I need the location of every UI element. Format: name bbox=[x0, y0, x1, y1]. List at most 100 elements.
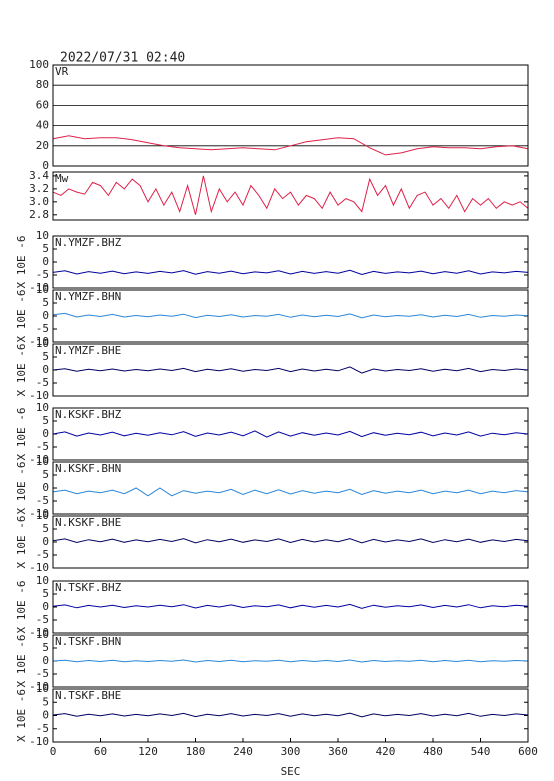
y-tick-label: 5 bbox=[42, 641, 49, 654]
panel-title: N.YMZF.BHN bbox=[55, 290, 121, 303]
y-tick-label: 100 bbox=[29, 58, 49, 71]
y-tick-label: -10 bbox=[29, 335, 49, 348]
x-tick-label: 420 bbox=[376, 745, 396, 758]
y-tick-label: -10 bbox=[29, 680, 49, 693]
data-line bbox=[52, 659, 529, 663]
x-tick-label: 360 bbox=[328, 745, 348, 758]
y-tick-label: -5 bbox=[36, 548, 49, 561]
y-tick-label: 10 bbox=[36, 682, 49, 695]
y-tick-label: 10 bbox=[36, 283, 49, 296]
x-tick-label: 180 bbox=[186, 745, 206, 758]
panel-title: VR bbox=[55, 65, 69, 78]
x-tick-label: 300 bbox=[281, 745, 301, 758]
y-tick-label: 10 bbox=[36, 574, 49, 587]
y-tick-label: 20 bbox=[36, 139, 49, 152]
y-tick-label: 10 bbox=[36, 229, 49, 242]
y-axis-label: X 10E -6 bbox=[15, 689, 28, 742]
panel-frame bbox=[52, 580, 529, 634]
page-title: 2022/07/31 02:40 bbox=[60, 51, 185, 66]
panel-frame bbox=[52, 407, 529, 461]
y-axis-label: X 10E -6 bbox=[15, 581, 28, 634]
y-tick-label: -5 bbox=[36, 440, 49, 453]
y-axis-label: X 10E -6 bbox=[15, 236, 28, 289]
data-line bbox=[52, 135, 529, 156]
panel-title: N.TSKF.BHZ bbox=[55, 581, 122, 594]
panel-title: N.KSKF.BHZ bbox=[55, 408, 122, 421]
panel-title: N.KSKF.BHE bbox=[55, 516, 121, 529]
y-tick-label: 3.4 bbox=[29, 169, 49, 182]
y-tick-label: 5 bbox=[42, 296, 49, 309]
y-tick-label: 0 bbox=[42, 159, 49, 172]
panel-frame bbox=[52, 235, 529, 289]
y-axis-label: X 10E -6 bbox=[15, 516, 28, 569]
y-tick-label: 40 bbox=[36, 119, 49, 132]
x-axis-label: SEC bbox=[281, 765, 301, 778]
y-tick-label: 5 bbox=[42, 414, 49, 427]
y-tick-label: 0 bbox=[42, 363, 49, 376]
y-axis-label: X 10E -6 bbox=[15, 344, 28, 397]
y-tick-label: -5 bbox=[36, 268, 49, 281]
panel-title: N.TSKF.BHN bbox=[55, 635, 121, 648]
y-tick-label: 0 bbox=[42, 481, 49, 494]
y-tick-label: 10 bbox=[36, 337, 49, 350]
panel-frame bbox=[52, 515, 529, 569]
y-tick-label: 0 bbox=[42, 600, 49, 613]
y-tick-label: -5 bbox=[36, 376, 49, 389]
y-tick-label: 60 bbox=[36, 98, 49, 111]
y-tick-label: -5 bbox=[36, 494, 49, 507]
panel-title: N.KSKF.BHN bbox=[55, 462, 121, 475]
panel-frame bbox=[52, 343, 529, 397]
y-tick-label: -10 bbox=[29, 389, 49, 402]
y-tick-label: 0 bbox=[42, 709, 49, 722]
y-tick-label: 0 bbox=[42, 309, 49, 322]
y-tick-label: 10 bbox=[36, 509, 49, 522]
y-tick-label: 10 bbox=[36, 455, 49, 468]
y-axis-label: X 10E -6 bbox=[15, 635, 28, 688]
x-tick-label: 240 bbox=[233, 745, 253, 758]
y-tick-label: 80 bbox=[36, 78, 49, 91]
y-tick-label: -10 bbox=[29, 507, 49, 520]
x-tick-label: 60 bbox=[94, 745, 107, 758]
y-axis-label: X 10E -6 bbox=[15, 290, 28, 343]
panel-title: N.TSKF.BHE bbox=[55, 689, 121, 702]
panel-title: Mw bbox=[55, 172, 69, 185]
data-line bbox=[52, 175, 529, 215]
y-tick-label: 5 bbox=[42, 350, 49, 363]
y-tick-label: 3.0 bbox=[29, 195, 49, 208]
x-tick-label: 540 bbox=[471, 745, 491, 758]
y-tick-label: 5 bbox=[42, 695, 49, 708]
y-tick-label: 2.8 bbox=[29, 208, 49, 221]
y-tick-label: 0 bbox=[42, 427, 49, 440]
y-tick-label: -5 bbox=[36, 322, 49, 335]
y-tick-label: -10 bbox=[29, 735, 49, 748]
y-tick-label: 5 bbox=[42, 242, 49, 255]
y-tick-label: 0 bbox=[42, 654, 49, 667]
data-line bbox=[52, 312, 529, 319]
y-tick-label: 0 bbox=[42, 255, 49, 268]
panel-frame bbox=[52, 171, 529, 221]
y-tick-label: 3.2 bbox=[29, 182, 49, 195]
y-tick-label: 0 bbox=[42, 535, 49, 548]
data-line bbox=[52, 603, 529, 609]
y-axis-label: X 10E -6 bbox=[15, 462, 28, 515]
x-tick-label: 0 bbox=[50, 745, 57, 758]
y-tick-label: -5 bbox=[36, 722, 49, 735]
panel-frame bbox=[52, 289, 529, 343]
y-tick-label: 5 bbox=[42, 587, 49, 600]
y-tick-label: -5 bbox=[36, 613, 49, 626]
panel-title: N.YMZF.BHZ bbox=[55, 236, 122, 249]
panel-frame bbox=[52, 461, 529, 515]
y-tick-label: -5 bbox=[36, 667, 49, 680]
data-line bbox=[52, 538, 529, 544]
y-tick-label: -10 bbox=[29, 561, 49, 574]
data-line bbox=[52, 712, 529, 718]
panel-frame bbox=[52, 64, 529, 167]
y-tick-label: -10 bbox=[29, 626, 49, 639]
x-tick-label: 120 bbox=[138, 745, 158, 758]
x-tick-label: 480 bbox=[423, 745, 443, 758]
y-axis-label: X 10E -6 bbox=[15, 408, 28, 461]
x-tick-label: 600 bbox=[518, 745, 538, 758]
y-tick-label: -10 bbox=[29, 453, 49, 466]
y-tick-label: -10 bbox=[29, 281, 49, 294]
